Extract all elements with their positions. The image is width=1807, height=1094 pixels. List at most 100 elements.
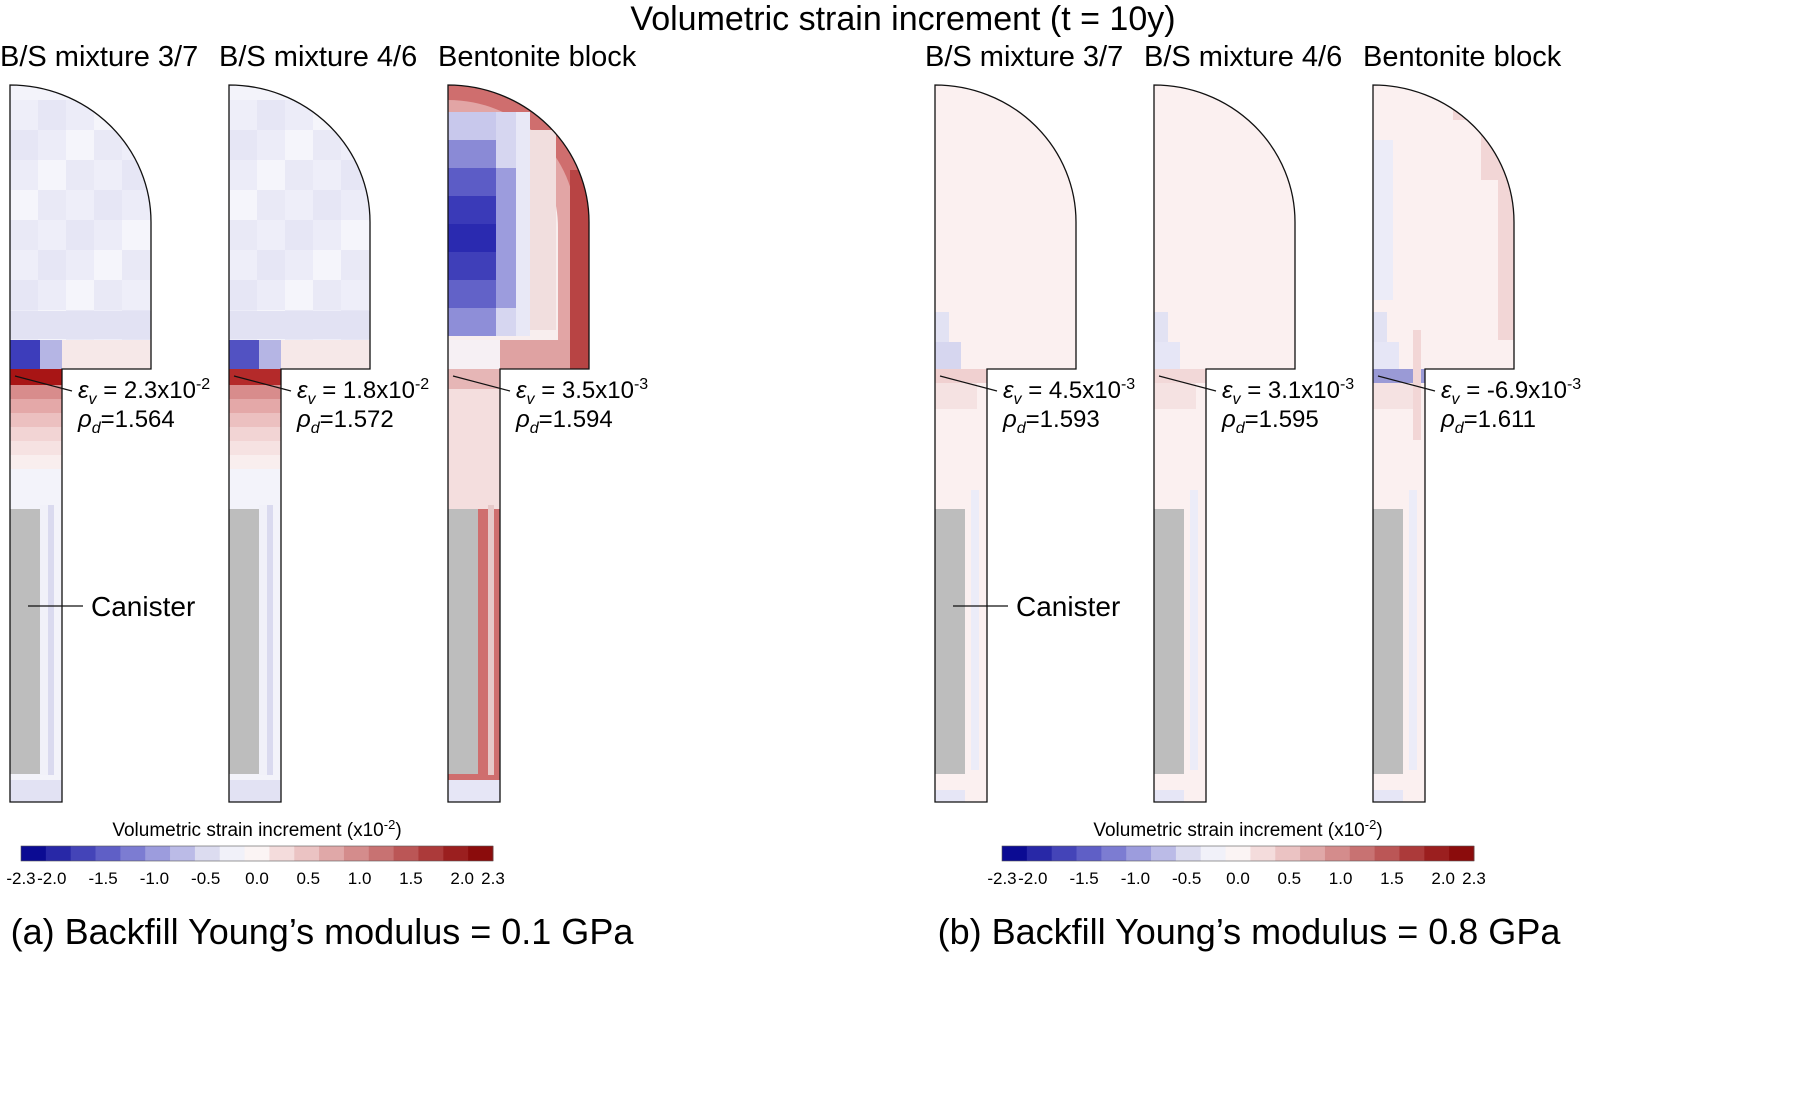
rho-subscript: d [92,420,102,437]
density-annotation: ρd=1.593 [1002,406,1100,437]
colorbar-swatch [343,846,370,861]
eps-value: = 3.1x10 [1241,377,1340,404]
strain-annotation: εv = 4.5x10-3 [1003,376,1135,408]
eps-value: = 2.3x10 [97,377,196,404]
rho-value: =1.611 [1464,406,1536,433]
rho-subscript: d [311,420,321,437]
rho-value: =1.572 [320,406,394,433]
rho-symbol: ρ [1002,406,1017,433]
eps-symbol: ε [1222,377,1233,404]
eps-symbol: ε [1003,377,1014,404]
eps-exponent: -2 [415,376,429,393]
colorbar-title: Volumetric strain increment (x10-2) [1093,817,1382,841]
annotation-leader [1377,375,1436,392]
eps-exponent: -2 [196,376,210,393]
colorbar-tick: 0.0 [1226,869,1250,888]
colorbar-swatch [1151,846,1177,861]
colorbar-swatch [1076,846,1102,861]
eps-subscript: v [1233,391,1242,408]
strain-annotation: εv = -6.9x10-3 [1441,376,1581,408]
annotation-leader [14,375,73,392]
colorbar-tick: 0.5 [1277,869,1301,888]
domain-outline [934,84,1077,803]
colorbar-swatch [244,846,270,861]
strain-panel: B/S mixture 4/6εv = 1.8x10-2ρd=1.572 [219,41,429,803]
colorbar-swatch [1374,846,1400,861]
strain-annotation: εv = 2.3x10-2 [78,376,210,408]
rho-symbol: ρ [77,406,92,433]
canister-block [229,509,259,774]
group-b: B/S mixture 3/7εv = 4.5x10-3ρd=1.593B/S … [925,41,1581,803]
colorbar-swatch [443,846,469,861]
rho-symbol: ρ [1440,406,1455,433]
colorbar-frame [20,845,494,862]
strain-panel: Bentonite block εv = -6.9x10-3ρd=1.611 [1363,41,1581,803]
colorbar-swatch [1126,846,1152,861]
colorbar-swatch [319,846,345,861]
rho-symbol: ρ [515,406,530,433]
colorbar-swatch [468,846,494,861]
annotation-leader [939,375,998,392]
colorbar-tick: -2.0 [37,869,66,888]
rho-subscript: d [530,420,540,437]
colorbar-tick: 2.3 [1462,869,1486,888]
captions-layer: (a) Backfill Young’s modulus = 0.1 GPa (b… [11,911,1562,952]
colorbar-swatch [45,846,72,861]
strain-annotation: εv = 3.5x10-3 [516,376,648,408]
eps-subscript: v [308,391,317,408]
colorbar-tick: -2.0 [1018,869,1047,888]
colorbar-swatch [1300,846,1326,861]
colorbar-swatch [1175,846,1202,861]
colorbar-title-text: Volumetric strain increment (x10 [112,820,383,841]
density-annotation: ρd=1.611 [1440,406,1536,437]
panel-title: Bentonite block [1363,41,1562,73]
colorbar-swatch [1101,846,1127,861]
rho-symbol: ρ [296,406,311,433]
colorbar-swatch [1349,846,1376,861]
colorbar-tick: 2.0 [450,869,474,888]
annotation-leader [233,375,292,392]
colorbar-swatch [1225,846,1251,861]
canister-label: Canister [1016,591,1120,622]
eps-exponent: -3 [1340,376,1354,393]
rho-subscript: d [1017,420,1027,437]
colorbar-tick: -0.5 [1172,869,1201,888]
colorbar-tick: -2.3 [987,869,1016,888]
eps-exponent: -3 [634,376,648,393]
panels-layer: B/S mixture 3/7εv = 2.3x10-2ρd=1.564B/S … [0,41,1581,803]
eps-symbol: ε [1441,377,1452,404]
panel-title: B/S mixture 4/6 [219,41,417,73]
colorbar-swatch [1051,846,1077,861]
colorbar-title-text: Volumetric strain increment (x10 [1093,820,1364,841]
density-annotation: ρd=1.595 [1221,406,1319,437]
colorbar-swatch [1250,846,1276,861]
colorbar-swatch [1424,846,1450,861]
rho-subscript: d [1455,420,1465,437]
colorbar-title: Volumetric strain increment (x10-2) [112,817,401,841]
strain-panel: B/S mixture 4/6εv = 3.1x10-3ρd=1.595 [1144,41,1354,803]
figure-title: Volumetric strain increment (t = 10y) [630,0,1175,38]
domain-outline [228,84,371,803]
rho-value: =1.595 [1245,406,1319,433]
colorbar: Volumetric strain increment (x10-2)-2.3-… [6,817,504,888]
canister-label: Canister [91,591,195,622]
colorbar-tick: 1.5 [399,869,423,888]
rho-value: =1.564 [101,406,175,433]
density-annotation: ρd=1.572 [296,406,394,437]
group-a: B/S mixture 3/7εv = 2.3x10-2ρd=1.564B/S … [0,41,648,803]
colorbar-swatch [1275,846,1301,861]
colorbar-tick: 1.0 [1329,869,1353,888]
colorbar-swatch [1026,846,1053,861]
colorbar-tick: -1.0 [140,869,169,888]
colorbars-layer: Volumetric strain increment (x10-2)-2.3-… [6,817,1485,888]
colorbar-title-exp: -2 [1365,817,1377,832]
colorbar-title-exp: -2 [384,817,396,832]
domain-outline [1153,84,1296,803]
colorbar-swatch [418,846,444,861]
panel-title: Bentonite block [438,41,637,73]
colorbar-tick: -0.5 [191,869,220,888]
colorbar-swatch [70,846,96,861]
colorbar-frame [1001,845,1475,862]
colorbar-tick: 2.0 [1431,869,1455,888]
